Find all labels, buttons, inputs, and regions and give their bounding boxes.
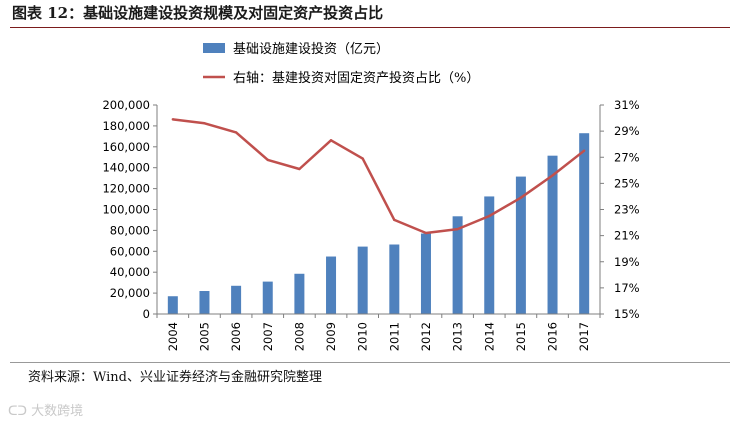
y-right-tick-label: 29% bbox=[614, 124, 640, 138]
bar bbox=[420, 233, 431, 314]
x-tick-label: 2012 bbox=[419, 322, 433, 351]
legend-line-label: 右轴：基建投资对固定资产投资占比（%） bbox=[233, 70, 479, 86]
bar bbox=[167, 296, 178, 314]
x-tick-label: 2016 bbox=[546, 322, 560, 351]
x-tick-label: 2015 bbox=[514, 322, 528, 351]
line-point bbox=[203, 122, 206, 125]
y-left-tick-label: 180,000 bbox=[102, 119, 150, 133]
bar bbox=[199, 291, 210, 314]
y-left-tick-label: 200,000 bbox=[102, 98, 150, 112]
bar bbox=[547, 155, 558, 314]
line-point bbox=[234, 131, 238, 134]
line-point bbox=[298, 167, 301, 171]
x-tick-label: 2005 bbox=[197, 322, 211, 351]
line-point bbox=[519, 196, 523, 199]
bar bbox=[484, 196, 495, 314]
x-tick-label: 2011 bbox=[387, 322, 401, 351]
line-point bbox=[329, 139, 333, 142]
y-left-tick-label: 40,000 bbox=[110, 265, 150, 279]
watermark: ᑕᑐ 大数跨境 bbox=[8, 400, 83, 419]
legend-bar-label: 基础设施建设投资（亿元） bbox=[233, 41, 389, 57]
line-point bbox=[551, 174, 554, 177]
bar bbox=[452, 216, 463, 314]
x-tick-label: 2008 bbox=[292, 322, 306, 351]
y-right-tick-label: 27% bbox=[614, 150, 640, 164]
y-left-tick-label: 60,000 bbox=[110, 244, 150, 258]
title-rule bbox=[10, 27, 730, 28]
line-point bbox=[393, 218, 396, 222]
share-line bbox=[172, 118, 585, 235]
line-point bbox=[456, 227, 459, 231]
bar bbox=[294, 273, 305, 314]
bar bbox=[262, 281, 273, 314]
line-point bbox=[488, 214, 491, 218]
watermark-text: 大数跨境 bbox=[31, 404, 84, 419]
line-point bbox=[361, 157, 364, 160]
bar bbox=[515, 176, 526, 314]
y-left-tick-label: 160,000 bbox=[102, 140, 150, 154]
figure-title: 图表 12：基础设施建设投资规模及对固定资产投资占比 bbox=[12, 4, 384, 22]
bar bbox=[231, 285, 242, 314]
x-tick-label: 2017 bbox=[577, 322, 591, 351]
x-tick-label: 2009 bbox=[324, 322, 338, 351]
x-tick-label: 2006 bbox=[229, 322, 243, 351]
y-right-tick-label: 15% bbox=[614, 307, 640, 321]
line-point bbox=[582, 149, 586, 152]
line-point bbox=[171, 118, 175, 121]
y-right-tick-label: 25% bbox=[614, 176, 640, 190]
x-tick-label: 2004 bbox=[166, 322, 180, 351]
y-right-tick-label: 23% bbox=[614, 203, 640, 217]
bar bbox=[357, 246, 368, 314]
line-point bbox=[424, 231, 428, 235]
bar bbox=[579, 133, 590, 314]
legend-bar-swatch bbox=[203, 43, 225, 53]
x-tick-label: 2007 bbox=[261, 322, 275, 351]
y-left-tick-label: 0 bbox=[143, 307, 150, 321]
y-left-tick-label: 80,000 bbox=[110, 223, 150, 237]
bar bbox=[389, 244, 400, 314]
y-left-tick-label: 100,000 bbox=[102, 203, 150, 217]
watermark-logo-icon: ᑕᑐ bbox=[8, 404, 27, 419]
x-tick-label: 2013 bbox=[451, 322, 465, 351]
x-tick-label: 2014 bbox=[482, 322, 496, 351]
line-point bbox=[266, 158, 269, 162]
x-tick-label: 2010 bbox=[356, 322, 370, 351]
y-left-tick-label: 140,000 bbox=[102, 161, 150, 175]
y-left-tick-label: 20,000 bbox=[110, 286, 150, 300]
y-right-tick-label: 17% bbox=[614, 281, 640, 295]
y-right-tick-label: 21% bbox=[614, 229, 640, 243]
source-note: 资料来源：Wind、兴业证券经济与金融研究院整理 bbox=[28, 370, 322, 385]
y-left-tick-label: 120,000 bbox=[102, 182, 150, 196]
y-right-tick-label: 31% bbox=[614, 98, 640, 112]
source-rule bbox=[10, 362, 730, 363]
y-right-tick-label: 19% bbox=[614, 255, 640, 269]
bar bbox=[326, 256, 337, 314]
